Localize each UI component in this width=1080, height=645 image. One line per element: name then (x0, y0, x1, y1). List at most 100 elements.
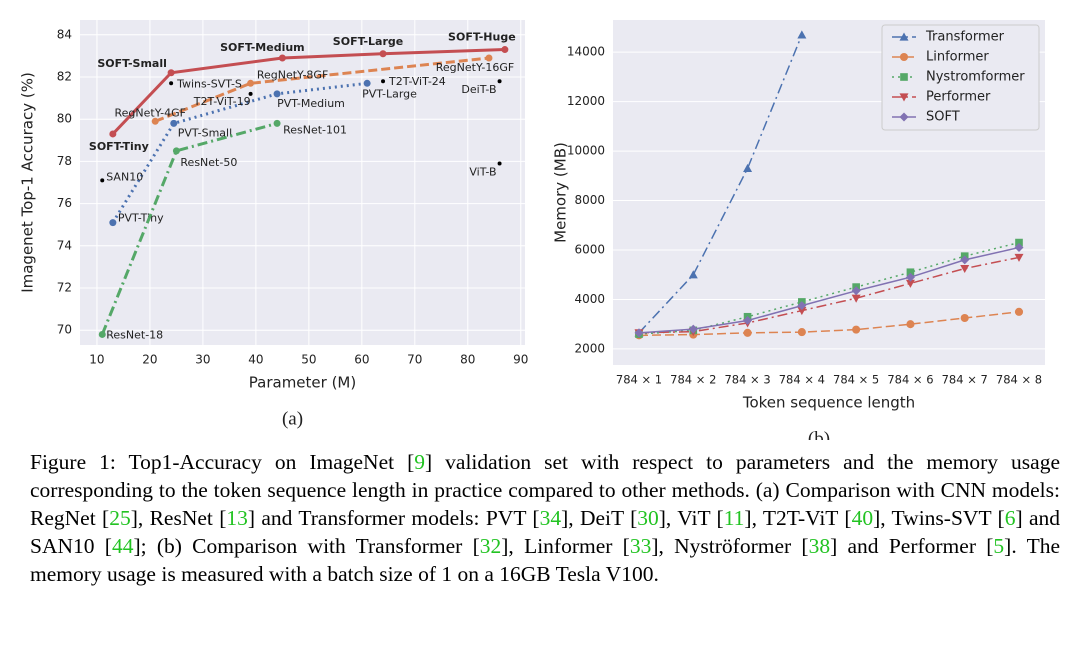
data-point (851, 294, 861, 303)
point-label: RegNetY-16GF (436, 61, 514, 74)
data-point (381, 79, 386, 84)
x-tick-label: 784 × 6 (887, 373, 933, 387)
data-point (248, 91, 253, 96)
reference[interactable]: 25 (109, 506, 131, 530)
y-tick-label: 78 (57, 154, 72, 168)
caption: Figure 1: Top1-Accuracy on ImageNet [9] … (30, 448, 1060, 588)
legend-marker (899, 32, 909, 41)
point-label: PVT-Large (362, 87, 417, 100)
y-tick-label: 4000 (574, 292, 605, 306)
data-point (743, 315, 753, 325)
plot-background (80, 20, 525, 345)
data-point (905, 272, 915, 282)
data-point (273, 90, 281, 98)
data-point (1015, 238, 1023, 247)
legend-marker (899, 52, 909, 62)
point-label: T2T-ViT-24 (388, 75, 446, 88)
caption-text: ], Twins-SVT [ (873, 506, 1005, 530)
x-tick-label: 784 × 8 (996, 373, 1042, 387)
point-label: PVT-Medium (277, 97, 345, 110)
legend-label: Performer (926, 90, 991, 105)
data-point (1014, 243, 1024, 253)
x-axis-label: Token sequence length (742, 394, 915, 412)
series-line (154, 56, 490, 123)
subcaption: (a) (282, 408, 303, 429)
data-point (100, 178, 105, 183)
legend-label: Nystromformer (926, 70, 1025, 85)
legend-marker (899, 112, 909, 122)
caption-text: ] validation set with respect to paramet… (30, 450, 1061, 530)
data-point (960, 313, 969, 323)
point-label: ViT-B (469, 166, 496, 179)
caption-text: ] and Performer [ (830, 534, 994, 558)
data-point (169, 81, 174, 86)
reference[interactable]: 32 (479, 534, 502, 558)
y-tick-label: 82 (57, 69, 72, 83)
x-tick-label: 784 × 4 (779, 373, 825, 387)
data-point (109, 130, 117, 138)
reference[interactable]: 13 (226, 506, 248, 530)
point-label: DeiT-B (461, 83, 496, 96)
reference[interactable]: 9 (414, 450, 426, 474)
point-label: SAN10 (106, 170, 143, 183)
reference[interactable]: 30 (637, 506, 659, 530)
y-tick-label: 70 (57, 323, 72, 337)
data-point (797, 306, 807, 316)
reference[interactable]: 5 (993, 534, 1005, 558)
reference[interactable]: 6 (1004, 506, 1016, 530)
data-point (797, 301, 807, 311)
point-label: SOFT-Huge (448, 31, 516, 44)
caption-text: ], ViT [ (658, 506, 724, 530)
data-point (688, 270, 698, 279)
data-point (906, 268, 915, 277)
point-label: PVT-Small (178, 126, 232, 139)
y-tick-label: 2000 (574, 341, 605, 355)
data-point (960, 264, 970, 274)
reference[interactable]: 38 (808, 534, 831, 558)
legend-label: Transformer (925, 30, 1005, 45)
data-point (170, 119, 178, 127)
x-tick-label: 60 (354, 353, 369, 367)
point-label: T2T-ViT-19 (193, 95, 251, 108)
reference[interactable]: 11 (723, 506, 745, 530)
x-tick-label: 90 (513, 353, 528, 367)
point-label: ResNet-18 (106, 328, 163, 341)
legend-box (881, 24, 1040, 131)
data-point (501, 46, 509, 54)
reference[interactable]: 33 (629, 534, 652, 558)
y-tick-label: 72 (57, 281, 72, 295)
point-label: SOFT-Tiny (89, 140, 149, 153)
reference[interactable]: 44 (111, 534, 134, 558)
caption-text: ] and Transformer models: PVT [ (247, 506, 540, 530)
reference[interactable]: 40 (851, 506, 874, 530)
y-tick-label: 14000 (567, 45, 605, 59)
data-point (1014, 253, 1024, 262)
data-point (743, 328, 752, 337)
reference[interactable]: 34 (539, 506, 562, 530)
data-point (797, 30, 807, 39)
caption-text: ], ResNet [ (130, 506, 227, 530)
point-label: RegNetY-4GF (114, 106, 185, 119)
point-label: RegNetY-8GF (257, 68, 328, 81)
x-tick-label: 30 (195, 353, 210, 367)
x-tick-label: 50 (301, 353, 316, 367)
legend-marker (899, 93, 909, 102)
point-label: ResNet-50 (180, 156, 237, 169)
data-point (1014, 307, 1024, 316)
x-tick-label: 784 × 7 (942, 373, 988, 387)
caption-text: ], Nyströformer [ (651, 534, 809, 558)
data-point (688, 324, 698, 334)
y-tick-label: 74 (57, 238, 72, 252)
data-point (497, 161, 502, 166)
data-point (905, 279, 915, 288)
caption-text: ]; (b) Comparison with Transformer [ (133, 534, 480, 558)
caption-text: ], DeiT [ (561, 506, 638, 530)
y-tick-label: 6000 (574, 243, 605, 257)
x-axis-label: Parameter (M) (249, 374, 356, 392)
series-line (638, 311, 1020, 337)
data-point (797, 328, 806, 337)
caption-text: ], T2T-ViT [ (744, 506, 852, 530)
x-tick-label: 70 (407, 353, 422, 367)
series-line (638, 256, 1020, 334)
